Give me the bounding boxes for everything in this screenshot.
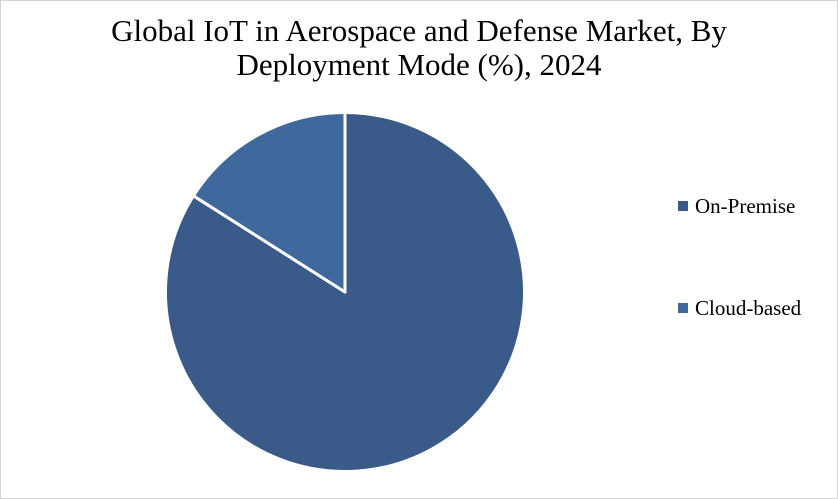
legend-item-on-premise: On-Premise xyxy=(678,191,801,221)
pie-slice-on-premise xyxy=(164,111,526,473)
legend-marker-on-premise xyxy=(678,201,688,211)
pie-chart xyxy=(164,111,526,473)
chart-title: Global IoT in Aerospace and Defense Mark… xyxy=(111,13,727,82)
legend-item-cloud-based: Cloud-based xyxy=(678,293,801,323)
legend-label-cloud-based: Cloud-based xyxy=(695,295,802,320)
legend-marker-cloud-based xyxy=(678,303,688,313)
legend: On-Premise Cloud-based xyxy=(678,191,801,323)
legend-label-on-premise: On-Premise xyxy=(695,193,796,218)
pie-slice-cloud-based xyxy=(191,111,347,294)
